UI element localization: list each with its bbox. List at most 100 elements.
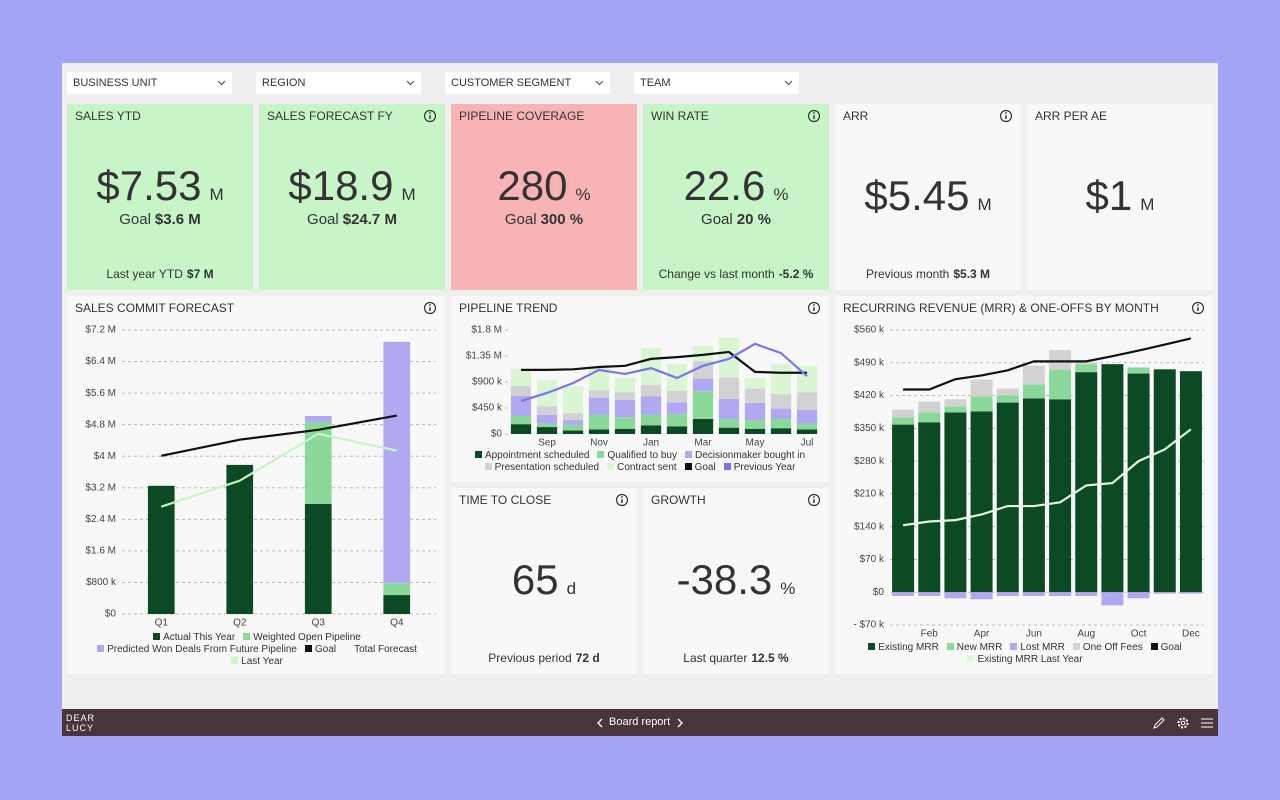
legend-item[interactable]: Actual This Year — [153, 632, 235, 644]
info-icon[interactable] — [807, 301, 821, 315]
bar-segment — [1127, 592, 1150, 599]
info-icon[interactable] — [615, 493, 629, 507]
legend-label: Goal — [314, 644, 337, 655]
footer-value: $7 M — [186, 267, 214, 281]
kpi-unit: d — [566, 579, 577, 598]
bar-segment — [1049, 369, 1072, 400]
bar-segment — [640, 384, 662, 397]
legend-label: Goal — [694, 462, 716, 473]
legend-item[interactable]: One Off Fees — [1072, 642, 1143, 654]
legend-item[interactable]: Qualified to buy — [597, 450, 677, 462]
info-icon[interactable] — [1191, 301, 1205, 315]
y-tick-label: $490 k — [854, 357, 885, 368]
legend-item[interactable]: New MRR — [946, 642, 1003, 654]
legend-item[interactable]: Weighted Open Pipeline — [243, 632, 361, 644]
kpi-value: 280 — [497, 162, 568, 209]
edit-icon[interactable] — [1152, 716, 1166, 730]
filter-dropdown[interactable]: TEAM — [634, 72, 799, 94]
prev-page[interactable] — [596, 718, 604, 728]
legend-label: Contract sent — [617, 462, 677, 473]
legend-item[interactable]: Previous Year — [723, 462, 795, 474]
bar-segment — [510, 424, 532, 434]
legend-item[interactable]: Goal — [304, 644, 337, 656]
bar-segment — [614, 417, 636, 429]
info-icon[interactable] — [423, 301, 437, 315]
info-circle — [423, 109, 437, 123]
legend-item[interactable]: Goal — [684, 462, 716, 474]
kpi-value: $7.53 — [96, 162, 202, 209]
legend-label: New MRR — [956, 642, 1003, 653]
menu-icon[interactable] — [1200, 717, 1214, 729]
info-icon[interactable] — [999, 109, 1013, 123]
bar-segment — [510, 395, 532, 417]
logo[interactable]: DEAR LUCY — [66, 713, 95, 733]
legend-label: Total Forecast — [354, 644, 417, 655]
legend-item[interactable]: Lost MRR — [1010, 642, 1065, 654]
bar-segment — [996, 402, 1019, 593]
filter-dropdown[interactable]: REGION — [256, 72, 421, 94]
logo-line: LUCY — [66, 723, 95, 733]
bar-segment — [510, 416, 532, 425]
goal-label: Goal — [307, 211, 339, 228]
legend-item[interactable]: Existing MRR — [868, 642, 939, 654]
bar-segment — [588, 390, 610, 398]
kpi-footer: Change vs last month -5.2 % — [643, 267, 829, 281]
x-tick-label: Jun — [1026, 629, 1042, 640]
legend-item[interactable]: Appointment scheduled — [474, 450, 590, 462]
legend-label: Decisionmaker bought in — [694, 450, 806, 461]
page-name[interactable]: Board report — [609, 716, 671, 728]
series-line — [520, 342, 808, 403]
chart-title: PIPELINE TREND — [459, 301, 558, 315]
legend-item[interactable]: Existing MRR Last Year — [967, 654, 1083, 666]
y-tick-label: $70 k — [860, 554, 885, 565]
info-circle — [807, 301, 821, 315]
legend-item[interactable]: Decisionmaker bought in — [684, 450, 806, 462]
filter-dropdown[interactable]: CUSTOMER SEGMENT — [445, 72, 610, 94]
legend-label: Appointment scheduled — [484, 450, 590, 461]
kpi-title: WIN RATE — [651, 109, 709, 123]
dropdown-arrow — [406, 80, 415, 86]
chart-panel: RECURRING REVENUE (MRR) & ONE-OFFS BY MO… — [835, 296, 1213, 674]
info-circle — [615, 493, 629, 507]
bar-segment — [536, 406, 558, 415]
bar-segment — [970, 411, 993, 593]
info-icon[interactable] — [807, 493, 821, 507]
kpi-value-row: $5.45 M — [835, 172, 1021, 220]
legend-item[interactable]: Last Year — [231, 656, 283, 668]
info-circle — [423, 301, 437, 315]
series-line — [521, 350, 807, 374]
y-tick-label: - $70 k — [853, 620, 885, 631]
y-tick-label: $6.4 M — [85, 356, 116, 367]
legend-item[interactable]: Presentation scheduled — [484, 462, 599, 474]
kpi-tile: ARR $5.45 M Previous month $5.3 M — [835, 104, 1021, 290]
footer-label: Last year YTD — [106, 267, 183, 281]
arrow — [595, 80, 604, 86]
next-page[interactable] — [676, 718, 684, 728]
filter-dropdown[interactable]: BUSINESS UNIT — [67, 72, 232, 94]
bar-segment — [892, 417, 915, 425]
legend-label: Weighted Open Pipeline — [253, 632, 361, 643]
bar-segment — [147, 485, 175, 614]
bar-segment — [614, 377, 636, 393]
info-dot — [429, 304, 431, 306]
settings-icon[interactable] — [1176, 716, 1190, 730]
bar-segment — [383, 595, 411, 614]
bar-segment — [944, 412, 967, 593]
bar-segment — [996, 388, 1019, 396]
chart-panel: PIPELINE TREND $0 $450 k $900 k $1.35 M $1.8 … — [451, 296, 829, 482]
bar-segment — [944, 592, 967, 599]
legend-item[interactable]: Goal — [1150, 642, 1182, 654]
bar-segment — [1075, 372, 1098, 593]
legend-item[interactable]: Contract sent — [607, 462, 677, 474]
legend-item[interactable]: Total Forecast — [344, 644, 417, 656]
legend-swatch — [607, 463, 615, 470]
kpi-tile: WIN RATE 22.6% Goal 20 % Change vs last mont… — [643, 104, 829, 290]
goal-value: $24.7 M — [342, 211, 397, 228]
y-tick-label: $7.2 M — [85, 325, 116, 336]
legend-swatch — [474, 451, 482, 458]
kpi-value-row: 22.6% — [643, 162, 829, 210]
info-icon[interactable] — [423, 109, 437, 123]
bar-segment — [536, 427, 558, 434]
legend-item[interactable]: Predicted Won Deals From Future Pipeline — [97, 644, 297, 656]
info-icon[interactable] — [807, 109, 821, 123]
